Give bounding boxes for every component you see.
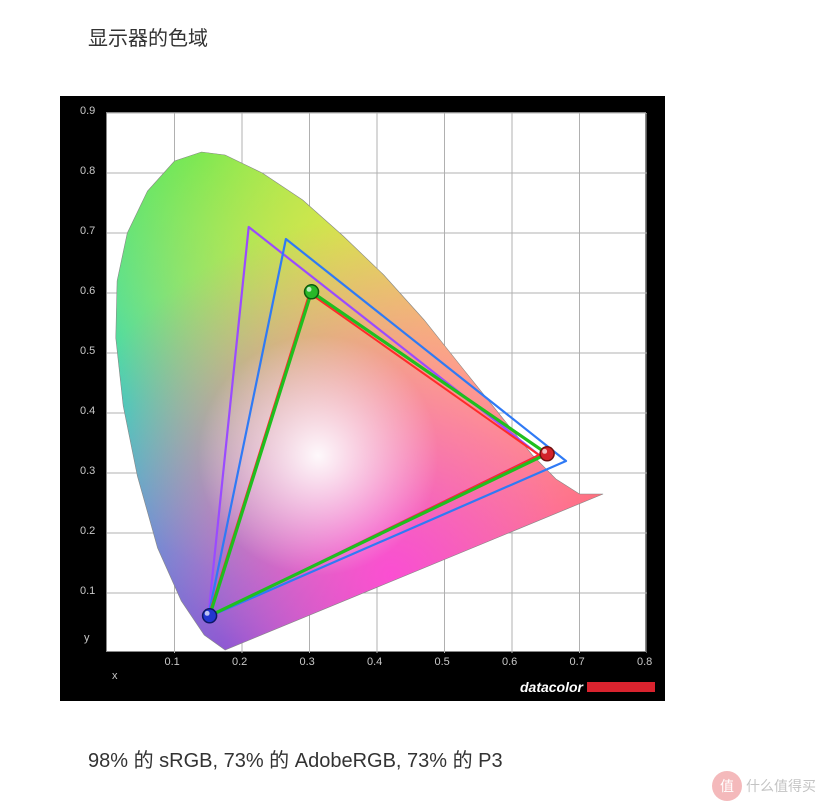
ytick-0.3: 0.3 (80, 465, 95, 477)
xtick-0.1: 0.1 (165, 656, 180, 668)
watermark-badge-icon: 值 (712, 771, 742, 801)
caption-text: 98% 的 sRGB, 73% 的 AdobeRGB, 73% 的 P3 (88, 744, 503, 773)
watermark-text: 什么值得买 (746, 776, 816, 796)
chromaticity-chart: 0.1 0.2 0.3 0.4 0.5 0.6 0.7 0.8 0.9 0.1 0.2 0.3 0.4 0… (60, 96, 665, 701)
xtick-0.8: 0.8 (637, 656, 652, 668)
xtick-0.4: 0.4 (367, 656, 382, 668)
xtick-0.5: 0.5 (435, 656, 450, 668)
red-primary-marker (540, 447, 554, 461)
chart-svg (107, 113, 647, 653)
y-axis-name: y (84, 632, 90, 644)
page-title: 显示器的色域 (88, 22, 208, 51)
brand-bar (587, 682, 655, 692)
plot-area (106, 112, 646, 652)
xtick-0.3: 0.3 (300, 656, 315, 668)
xtick-0.7: 0.7 (570, 656, 585, 668)
ytick-0.7: 0.7 (80, 225, 95, 237)
ytick-0.4: 0.4 (80, 405, 95, 417)
x-axis-name: x (112, 670, 118, 682)
ytick-0.5: 0.5 (80, 345, 95, 357)
ytick-0.9: 0.9 (80, 105, 95, 117)
blue-primary-marker (203, 609, 217, 623)
green-primary-marker (305, 285, 319, 299)
ytick-0.8: 0.8 (80, 165, 95, 177)
brand-badge: datacolor (520, 679, 655, 695)
brand-text: datacolor (520, 679, 583, 695)
ytick-0.6: 0.6 (80, 285, 95, 297)
ytick-0.1: 0.1 (80, 585, 95, 597)
ytick-0.2: 0.2 (80, 525, 95, 537)
site-watermark: 值 什么值得买 (712, 771, 816, 801)
xtick-0.6: 0.6 (502, 656, 517, 668)
xtick-0.2: 0.2 (232, 656, 247, 668)
